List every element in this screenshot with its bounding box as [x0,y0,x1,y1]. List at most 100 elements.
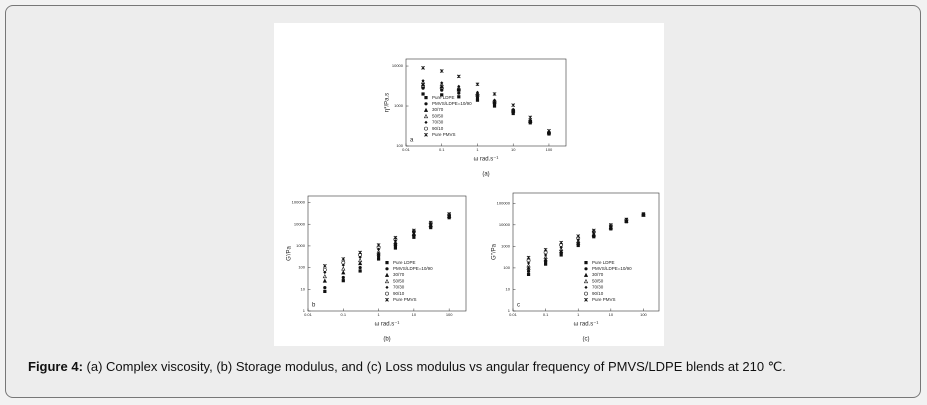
x-axis-label: ω rad.s⁻¹ [474,157,499,163]
data-point [420,79,426,84]
data-point [428,220,433,225]
y-tick-label: 100 [298,265,305,270]
legend-label: PMVS/LDPE=10/90 [432,101,472,106]
data-point [492,98,497,102]
x-tick-label: 10 [609,312,614,317]
legend-marker [584,297,588,302]
plot-frame [405,58,567,147]
data-point [526,269,531,273]
data-point [526,263,531,268]
data-point [412,235,416,239]
legend-label: 50/50 [592,278,604,283]
legend-marker [385,297,389,302]
data-point [543,254,548,259]
subcaption: (c) [583,337,590,343]
y-tick-label: 100 [396,143,403,148]
x-tick-label: 100 [640,312,647,317]
data-point [457,95,461,99]
legend-label: 50/50 [393,278,405,283]
y-tick-label: 10 [301,286,306,291]
y-axis-label: G'/Pa [287,245,293,260]
data-point [457,91,461,95]
data-point [511,108,516,113]
data-point [341,270,346,275]
data-point [421,85,425,89]
figure-image: 0.01 0.1 1 10 100 100 1000 10000 ω rad.s⁻¹ η*/Pa.… [274,23,664,346]
data-point [475,82,480,87]
panel-letter: c [517,303,520,309]
data-point [376,257,381,261]
data-point [456,74,461,79]
x-tick-label: 0.1 [439,147,445,152]
legend-label: 70/30 [432,120,444,125]
y-tick-label: 10000 [294,221,306,226]
data-point [322,273,327,279]
legend-label: 30/70 [592,272,604,277]
legend-marker [384,278,390,284]
data-point [456,85,461,90]
chart: 0.01 0.1 1 10 100 100 1000 10000 ω rad.s⁻¹ η*/Pa.… [385,58,567,178]
legend-marker [584,291,588,296]
y-tick-label: 100 [503,265,510,270]
data-point [421,86,425,90]
data-point [376,254,381,258]
legend-label: Pure LDPE [393,260,416,265]
legend-marker [424,132,428,137]
legend-label: Pure LDPE [592,260,615,265]
legend-marker [424,120,428,124]
data-point [576,234,581,238]
figure-frame: 0.01 0.1 1 10 100 100 1000 10000 ω rad.s⁻¹ η*/Pa.… [5,5,921,398]
data-point [341,260,346,265]
legend-marker [423,107,429,112]
data-point [608,222,613,227]
x-tick-label: 0.1 [341,312,347,317]
y-tick-label: 1 [508,308,511,313]
data-point [393,239,398,244]
data-point [421,92,425,96]
legend-marker [385,291,389,296]
legend-label: Pure PMVS [432,132,456,137]
data-point [576,238,581,244]
legend-marker [424,96,428,100]
data-point [457,84,461,88]
data-point [543,257,548,262]
data-point [439,69,444,73]
data-point [492,92,497,96]
y-tick-label: 10000 [392,63,404,68]
y-tick-label: 10000 [499,222,511,227]
data-point [341,275,345,280]
x-tick-label: 100 [446,312,453,317]
x-tick-label: 0.01 [304,312,313,317]
legend-label: PMVS/LDPE=10/90 [592,266,632,271]
data-point [475,96,480,100]
data-point [624,217,629,222]
y-axis-label: η*/Pa.s [385,93,391,112]
y-tick-label: 1000 [501,243,511,248]
plot-frame [307,195,467,312]
y-tick-label: 10 [506,287,511,292]
legend-marker [424,102,428,106]
data-point [559,240,564,245]
data-point [592,231,596,235]
data-point [528,118,532,122]
legend-label: 70/30 [592,285,604,290]
data-point [526,255,531,260]
data-point [544,262,548,266]
charts: 0.01 0.1 1 10 100 100 1000 10000 ω rad.s⁻¹ η*/Pa.… [287,58,660,343]
panel-letter: a [410,138,414,144]
data-point [393,235,398,240]
data-point [447,211,452,216]
plot-frame [512,192,660,312]
legend-label: 90/10 [393,291,405,296]
legend-marker [584,285,588,289]
data-point [322,267,327,272]
x-tick-label: 1 [577,312,580,317]
data-point [439,81,444,87]
y-tick-label: 1000 [296,243,306,248]
legend-marker [584,261,588,265]
data-point [543,247,548,252]
chart: 0.01 0.1 1 10 100 1 10 100 1000 10000 100000 ω rad.… [287,195,467,343]
data-point [322,278,327,283]
data-point [559,246,564,251]
